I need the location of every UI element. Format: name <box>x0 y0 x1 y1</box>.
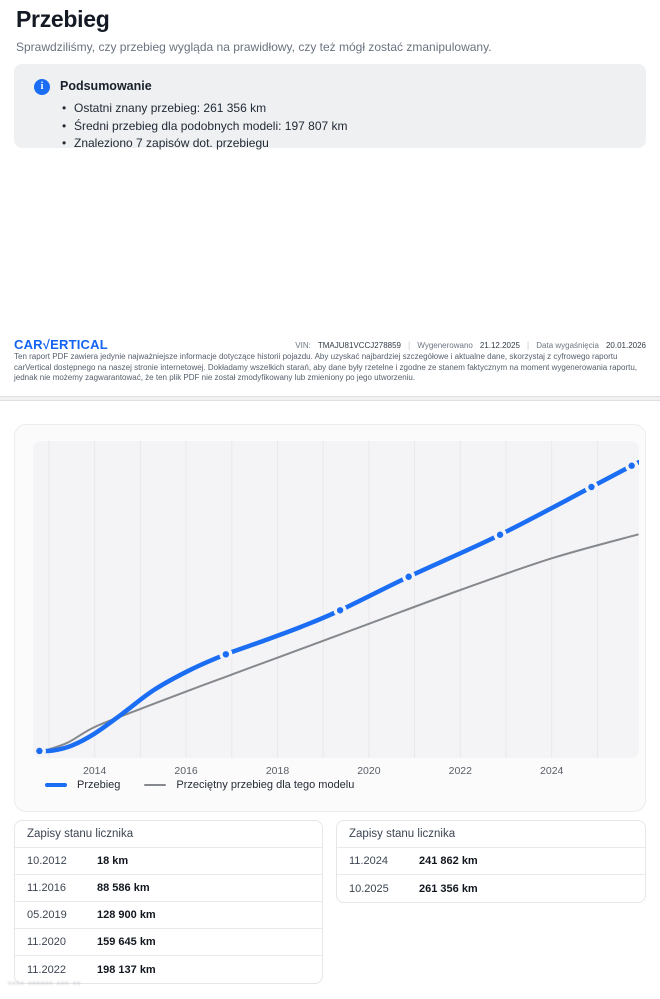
record-date: 11.2022 <box>27 963 66 976</box>
summary-bullet: Ostatni znany przebieg: 261 356 km <box>60 100 348 118</box>
odometer-record-row: 10.2025 261 356 km <box>337 875 645 902</box>
x-axis-tick: 2022 <box>448 765 472 777</box>
report-meta: VIN: TMAJU81VCCJ278859 | Wygenerowano 21… <box>295 340 646 350</box>
odometer-records-table-right: Zapisy stanu licznika 11.2024 241 862 km 1… <box>336 820 646 903</box>
odometer-record-row: 11.2024 241 862 km <box>337 848 645 875</box>
mileage-legend-label: Przebieg <box>77 779 121 791</box>
generated-label: Wygenerowano <box>417 340 473 350</box>
table-body: 11.2024 241 862 km 10.2025 261 356 km <box>337 848 645 902</box>
page-title: Przebieg <box>16 6 110 32</box>
clipped-text-artifact: ▪▪▪▪ ▪▪▪▪▪▪ ▪▪▪ ▪▪ <box>8 978 82 988</box>
record-mileage: 159 645 km <box>97 936 156 948</box>
record-mileage: 261 356 km <box>419 882 478 895</box>
odometer-record-row: 10.2012 18 km <box>15 848 322 875</box>
summary-bullet: Znaleziono 7 zapisów dot. przebiegu <box>60 135 348 153</box>
expiry-label: Data wygaśnięcia <box>536 340 599 350</box>
average-legend-swatch <box>144 784 167 786</box>
info-icon: i <box>34 79 50 95</box>
mileage-chart-card: 2014 2016 2018 2020 2022 2024 Przebieg Przeci… <box>14 424 646 812</box>
table-body: 10.2012 18 km 11.2016 88 586 km 05.2019 128 9… <box>15 848 322 983</box>
mileage-legend-swatch <box>45 783 67 787</box>
record-mileage: 198 137 km <box>97 963 156 976</box>
odometer-record-row: 11.2016 88 586 km <box>15 875 322 902</box>
meta-divider: | <box>408 340 411 350</box>
odometer-record-row: 11.2022 198 137 km <box>15 956 322 983</box>
carvertical-logo: CAR√ERTICAL <box>14 337 108 352</box>
logo-text-left: CAR <box>14 337 43 352</box>
odometer-record-row: 11.2020 159 645 km <box>15 929 322 956</box>
mileage-line-chart <box>33 441 639 758</box>
record-mileage: 18 km <box>97 855 129 867</box>
summary-bullet: Średni przebieg dla podobnych modeli: 19… <box>60 118 348 136</box>
record-date: 11.2024 <box>349 855 388 867</box>
record-date: 10.2012 <box>27 855 67 867</box>
record-date: 05.2019 <box>27 909 67 921</box>
x-axis-tick: 2014 <box>83 765 107 777</box>
table-header: Zapisy stanu licznika <box>15 821 322 848</box>
chart-legend: Przebieg Przeciętny przebieg dla tego mo… <box>45 779 368 791</box>
x-axis-tick: 2020 <box>357 765 381 777</box>
record-mileage: 128 900 km <box>97 909 156 921</box>
vin-label: VIN: <box>295 340 311 350</box>
x-axis-tick: 2018 <box>265 765 290 777</box>
expiry-date: 20.01.2026 <box>605 340 646 350</box>
mileage-chart-plot[interactable] <box>33 441 639 758</box>
record-mileage: 241 862 km <box>419 855 478 867</box>
logo-check-glyph: √ <box>42 337 51 352</box>
summary-bullet-list: Ostatni znany przebieg: 261 356 kmŚredni… <box>60 100 348 153</box>
pdf-disclaimer: Ten raport PDF zawiera jedynie najważnie… <box>14 352 637 382</box>
odometer-record-row: 05.2019 128 900 km <box>15 902 322 929</box>
x-axis-tick: 2016 <box>174 765 198 777</box>
vin-value: TMAJU81VCCJ278859 <box>317 340 401 350</box>
page-subtitle: Sprawdziliśmy, czy przebieg wygląda na p… <box>16 40 492 54</box>
table-header: Zapisy stanu licznika <box>337 821 645 848</box>
generated-date: 21.12.2025 <box>479 340 520 350</box>
record-date: 10.2025 <box>349 882 389 895</box>
odometer-records-table-left: Zapisy stanu licznika 10.2012 18 km 11.201… <box>14 820 323 984</box>
record-date: 11.2020 <box>27 936 66 948</box>
x-axis-tick: 2024 <box>540 765 564 777</box>
summary-box: i Podsumowanie Ostatni znany przebieg: 2… <box>14 64 646 152</box>
page-break-divider <box>0 396 660 401</box>
record-mileage: 88 586 km <box>97 882 150 894</box>
logo-text-right: ERTICAL <box>50 337 108 352</box>
meta-divider: | <box>526 340 530 350</box>
record-date: 11.2016 <box>27 882 66 894</box>
average-legend-label: Przeciętny przebieg dla tego modelu <box>176 779 355 791</box>
summary-title: Podsumowanie <box>60 79 152 93</box>
